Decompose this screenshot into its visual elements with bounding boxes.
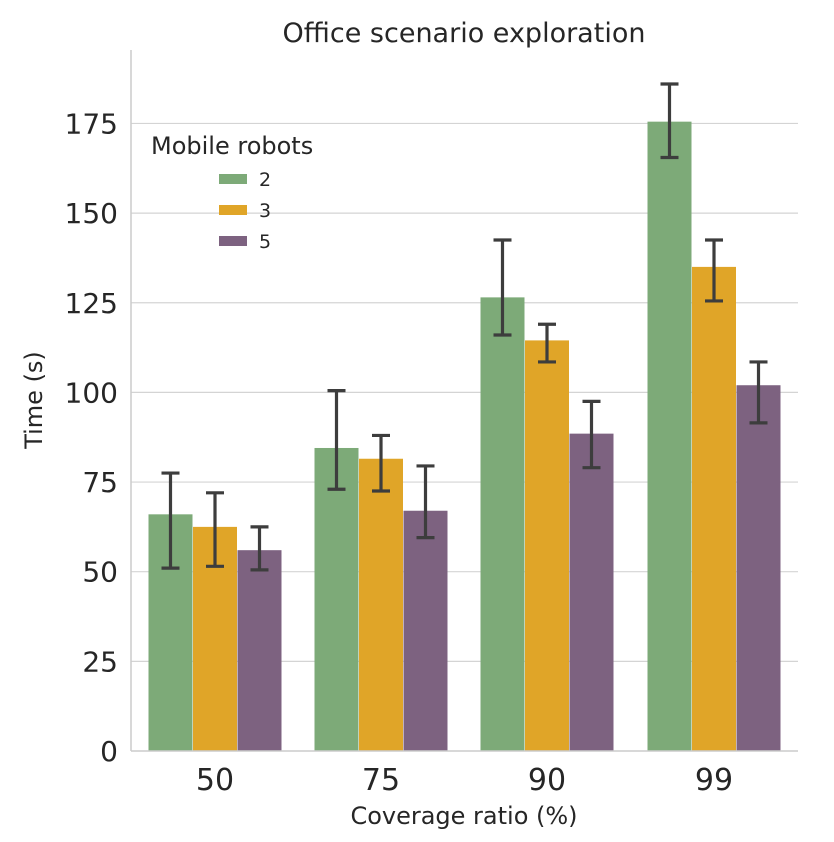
error-bar bbox=[416, 464, 435, 540]
bar-series-3-90 bbox=[525, 340, 569, 751]
error-bars bbox=[161, 82, 768, 572]
bar-series-5-50 bbox=[237, 550, 282, 751]
y-tick-label: 150 bbox=[65, 197, 118, 230]
error-bar bbox=[372, 433, 390, 493]
y-tick-label: 0 bbox=[100, 735, 118, 768]
x-tick-label: 75 bbox=[362, 763, 400, 798]
legend-swatch-2 bbox=[219, 174, 247, 184]
legend-label-2: 2 bbox=[259, 169, 271, 191]
y-tick-label: 50 bbox=[82, 556, 118, 589]
legend: Mobile robots 2 3 5 bbox=[151, 132, 313, 253]
bar-series-2-99 bbox=[647, 121, 692, 752]
error-bar bbox=[660, 82, 679, 160]
error-bar bbox=[493, 238, 512, 337]
bar-series-3-75 bbox=[359, 458, 403, 751]
error-bar bbox=[327, 389, 346, 491]
legend-swatch-3 bbox=[219, 205, 247, 215]
y-tick-label: 100 bbox=[65, 376, 118, 409]
chart-title: Office scenario exploration bbox=[283, 18, 646, 49]
bar-series-5-99 bbox=[736, 385, 781, 751]
error-bar bbox=[705, 238, 723, 303]
error-bar bbox=[250, 525, 269, 572]
legend-label-5: 5 bbox=[259, 231, 271, 253]
x-tick-label: 99 bbox=[695, 763, 733, 798]
y-tick-label: 75 bbox=[82, 466, 118, 499]
error-bar bbox=[749, 360, 768, 425]
bars bbox=[148, 121, 781, 752]
error-bar bbox=[206, 491, 224, 568]
y-tick-labels: 0 25 50 75 100 125 150 175 bbox=[65, 107, 118, 768]
legend-label-3: 3 bbox=[259, 200, 271, 222]
bar-series-5-75 bbox=[403, 510, 448, 751]
bar-series-2-90 bbox=[480, 297, 525, 751]
y-axis-label: Time (s) bbox=[20, 351, 48, 450]
x-tick-labels: 50 75 90 99 bbox=[196, 763, 733, 798]
x-tick-label: 90 bbox=[528, 763, 566, 798]
axes bbox=[130, 50, 798, 752]
y-tick-label: 25 bbox=[82, 645, 118, 678]
bar-series-2-75 bbox=[314, 447, 359, 751]
legend-title: Mobile robots bbox=[151, 132, 313, 160]
y-tick-label: 125 bbox=[65, 287, 118, 320]
bar-series-5-90 bbox=[569, 433, 614, 751]
error-bar bbox=[161, 471, 180, 570]
x-tick-label: 50 bbox=[196, 763, 234, 798]
y-tick-label: 175 bbox=[65, 107, 118, 140]
error-bar bbox=[582, 399, 601, 470]
bar-series-3-99 bbox=[692, 266, 736, 751]
legend-swatch-5 bbox=[219, 236, 247, 246]
error-bar bbox=[538, 322, 556, 364]
x-axis-label: Coverage ratio (%) bbox=[350, 802, 577, 830]
